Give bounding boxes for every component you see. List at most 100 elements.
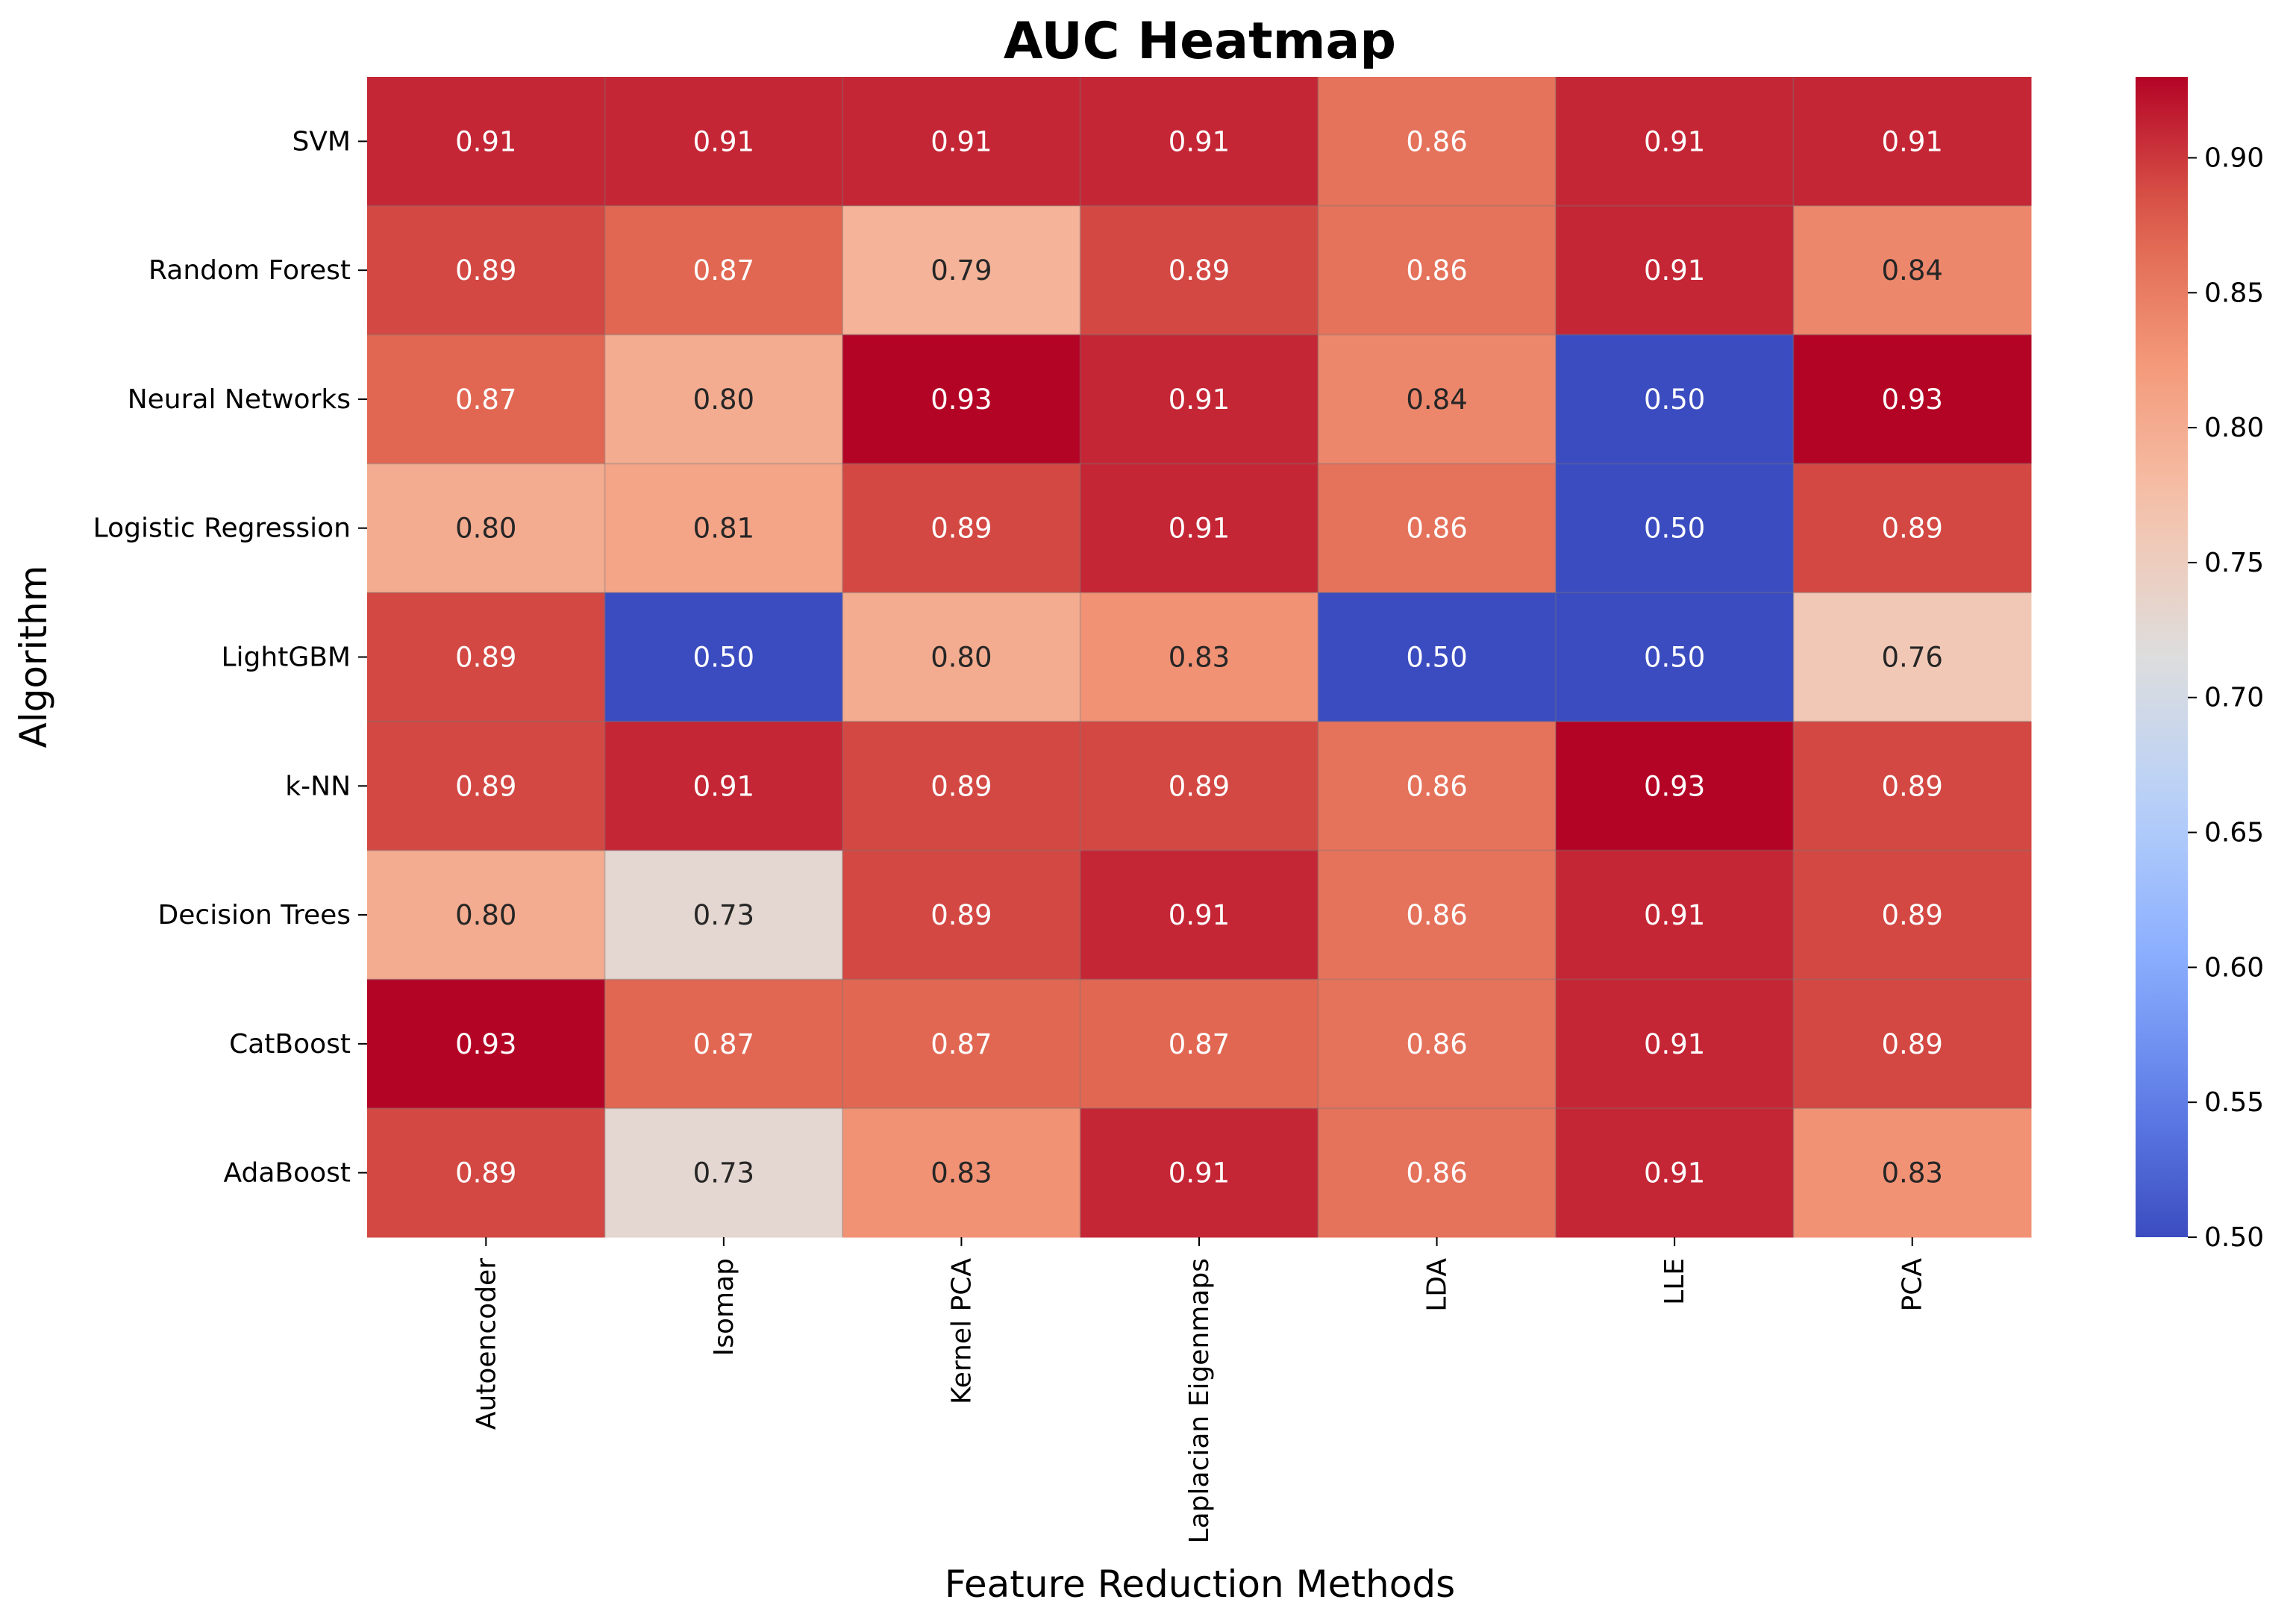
cell-value-label: 0.91 xyxy=(1644,1028,1705,1060)
chart-title: AUC Heatmap xyxy=(1004,12,1396,71)
cell-value-label: 0.91 xyxy=(693,125,754,157)
heatmap-cell xyxy=(842,721,1081,851)
colorbar-tick-label: 0.80 xyxy=(2204,413,2264,443)
colorbar-tick-label: 0.90 xyxy=(2204,143,2264,173)
cell-value-label: 0.89 xyxy=(455,642,516,674)
heatmap-cell xyxy=(1555,463,1794,593)
heatmap-cells: 0.91 0.91 0.91 0.91 0.86 0.91 0.91 0.89 0.87 0.79… xyxy=(367,77,2032,1238)
cell-value-label: 0.89 xyxy=(930,513,992,545)
heatmap-cell xyxy=(367,77,606,207)
x-tick-label: Kernel PCA xyxy=(946,1258,977,1404)
cell-value-label: 0.91 xyxy=(455,125,516,157)
y-tick-label: Decision Trees xyxy=(158,900,351,931)
y-tick-label: Neural Networks xyxy=(128,384,351,415)
cell-value-label: 0.89 xyxy=(1882,899,1943,931)
heatmap-cell xyxy=(367,463,606,593)
cell-value-label: 0.91 xyxy=(693,770,754,802)
heatmap-cell xyxy=(1555,334,1794,464)
cell-value-label: 0.91 xyxy=(1169,1157,1230,1189)
heatmap-cell xyxy=(1318,592,1557,722)
cell-value-label: 0.86 xyxy=(1406,254,1467,287)
heatmap-cell xyxy=(842,463,1081,593)
y-tick-label: CatBoost xyxy=(229,1029,351,1060)
heatmap-cell xyxy=(604,77,843,207)
cell-value-label: 0.93 xyxy=(455,1028,516,1060)
x-tick-label: PCA xyxy=(1898,1258,1928,1312)
y-tick-label: k-NN xyxy=(285,771,351,801)
heatmap-cell xyxy=(842,979,1081,1109)
heatmap-cell xyxy=(1080,850,1319,980)
colorbar-tick-label: 0.65 xyxy=(2204,818,2264,848)
x-tick-label: Autoencoder xyxy=(471,1258,501,1430)
heatmap-cell xyxy=(367,850,606,980)
heatmap-cell xyxy=(1793,1108,2032,1238)
cell-value-label: 0.91 xyxy=(1882,125,1943,157)
heatmap-cell xyxy=(1793,850,2032,980)
cell-value-label: 0.86 xyxy=(1406,125,1467,157)
heatmap-cell xyxy=(367,334,606,464)
cell-value-label: 0.86 xyxy=(1406,513,1467,545)
heatmap-cell xyxy=(1318,979,1557,1109)
heatmap-cell xyxy=(1080,979,1319,1109)
heatmap-cell xyxy=(1318,721,1557,851)
cell-value-label: 0.87 xyxy=(930,1028,992,1060)
cell-value-label: 0.81 xyxy=(693,513,754,545)
cell-value-label: 0.83 xyxy=(1882,1157,1943,1189)
heatmap-cell xyxy=(1793,463,2032,593)
x-tick-label: Laplacian Eigenmaps xyxy=(1184,1258,1215,1543)
y-tick-label: Logistic Regression xyxy=(93,513,351,544)
cell-value-label: 0.80 xyxy=(693,384,754,416)
cell-value-label: 0.50 xyxy=(1644,384,1705,416)
colorbar-tick-label: 0.85 xyxy=(2204,278,2264,308)
y-tick-labels: SVM Random Forest Neural Networks Logistic … xyxy=(93,126,367,1189)
colorbar-tick-label: 0.50 xyxy=(2204,1222,2264,1253)
heatmap-cell xyxy=(1793,77,2032,207)
colorbar-tick-label: 0.70 xyxy=(2204,683,2264,713)
heatmap-cell xyxy=(1080,205,1319,336)
heatmap-cell xyxy=(1555,979,1794,1109)
cell-value-label: 0.50 xyxy=(1406,642,1467,674)
cell-value-label: 0.91 xyxy=(1169,384,1230,416)
cell-value-label: 0.89 xyxy=(1169,770,1230,802)
cell-value-label: 0.89 xyxy=(1882,513,1943,545)
heatmap-cell xyxy=(367,592,606,722)
cell-value-label: 0.91 xyxy=(1644,899,1705,931)
cell-value-label: 0.91 xyxy=(1169,899,1230,931)
colorbar-tick-label: 0.55 xyxy=(2204,1087,2264,1118)
heatmap-cell xyxy=(1793,592,2032,722)
heatmap-cell xyxy=(1318,205,1557,336)
x-axis-label: Feature Reduction Methods xyxy=(945,1563,1455,1606)
heatmap-cell xyxy=(1555,1108,1794,1238)
cell-value-label: 0.91 xyxy=(1644,1157,1705,1189)
heatmap-cell xyxy=(1793,205,2032,336)
cell-value-label: 0.91 xyxy=(1644,254,1705,287)
heatmap-cell xyxy=(1555,592,1794,722)
heatmap-cell xyxy=(604,850,843,980)
heatmap-cell xyxy=(1793,334,2032,464)
cell-value-label: 0.89 xyxy=(455,254,516,287)
cell-value-label: 0.86 xyxy=(1406,770,1467,802)
cell-value-label: 0.80 xyxy=(455,513,516,545)
cell-value-label: 0.91 xyxy=(930,125,992,157)
heatmap-cell xyxy=(1080,77,1319,207)
cell-value-label: 0.93 xyxy=(930,384,992,416)
x-tick-label: LDA xyxy=(1422,1258,1453,1312)
cell-value-label: 0.86 xyxy=(1406,1028,1467,1060)
cell-value-label: 0.89 xyxy=(1169,254,1230,287)
cell-value-label: 0.87 xyxy=(693,254,754,287)
heatmap-cell xyxy=(1793,721,2032,851)
cell-value-label: 0.50 xyxy=(1644,513,1705,545)
heatmap-cell xyxy=(1080,592,1319,722)
cell-value-label: 0.89 xyxy=(1882,1028,1943,1060)
heatmap-cell xyxy=(1080,1108,1319,1238)
cell-value-label: 0.91 xyxy=(1644,125,1705,157)
heatmap-cell xyxy=(1318,1108,1557,1238)
cell-value-label: 0.73 xyxy=(693,1157,754,1189)
cell-value-label: 0.86 xyxy=(1406,899,1467,931)
heatmap-cell xyxy=(842,592,1081,722)
heatmap-cell xyxy=(604,1108,843,1238)
cell-value-label: 0.76 xyxy=(1882,642,1943,674)
cell-value-label: 0.89 xyxy=(930,770,992,802)
